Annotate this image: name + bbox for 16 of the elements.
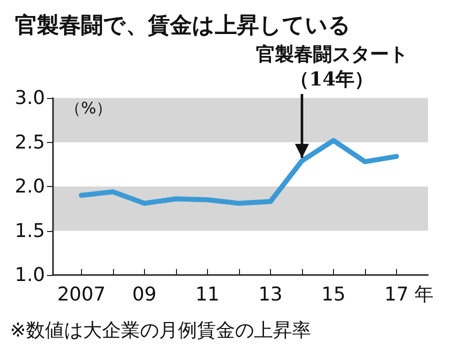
- annotation: 官製春闘スタート（14年）: [256, 44, 408, 90]
- y-tick-label: 1.0: [14, 264, 45, 286]
- y-tick-label: 2.5: [14, 131, 45, 154]
- x-tick-label: 2007: [57, 284, 106, 306]
- chart-title: 官製春闘で、賃金は上昇している: [15, 12, 351, 38]
- x-axis-title: 年: [414, 284, 434, 306]
- x-tick-label: 13: [258, 284, 283, 306]
- y-tick-label: 1.5: [14, 220, 45, 242]
- x-tick-label: 15: [321, 284, 346, 306]
- y-axis-title: （%）: [65, 98, 112, 118]
- x-tick-label: 11: [195, 284, 220, 306]
- text: ※数値は大企業の月例賃金の上昇率: [10, 320, 311, 342]
- x-tick-label: 09: [132, 284, 156, 306]
- y-tick-label: 2.0: [14, 176, 45, 198]
- x-tick-label: 17: [384, 284, 409, 306]
- y-tick-label: 3.0: [14, 87, 45, 109]
